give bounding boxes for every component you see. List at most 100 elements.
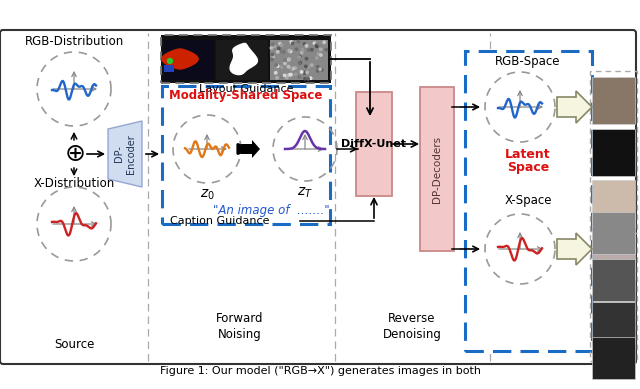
Circle shape: [281, 50, 283, 53]
Circle shape: [273, 45, 275, 47]
Text: RGB-Distribution: RGB-Distribution: [24, 35, 124, 48]
Circle shape: [319, 68, 321, 70]
Circle shape: [299, 55, 301, 58]
Text: Figure 1: Our model ("RGB→X") generates images in both: Figure 1: Our model ("RGB→X") generates …: [159, 366, 481, 376]
Circle shape: [304, 71, 306, 74]
Circle shape: [304, 77, 306, 80]
Circle shape: [276, 51, 279, 53]
Circle shape: [316, 70, 319, 72]
FancyBboxPatch shape: [164, 65, 174, 72]
Polygon shape: [230, 44, 257, 75]
Circle shape: [278, 47, 280, 50]
Circle shape: [168, 58, 173, 63]
FancyBboxPatch shape: [162, 86, 330, 224]
Circle shape: [291, 42, 293, 44]
Circle shape: [287, 58, 290, 61]
Circle shape: [280, 66, 282, 68]
FancyBboxPatch shape: [592, 337, 635, 379]
FancyBboxPatch shape: [0, 30, 636, 364]
Text: $\oplus$: $\oplus$: [63, 142, 84, 166]
Circle shape: [305, 65, 307, 68]
FancyBboxPatch shape: [592, 232, 635, 279]
Text: X-Space: X-Space: [504, 194, 552, 207]
Circle shape: [300, 71, 303, 73]
Circle shape: [310, 64, 313, 66]
Circle shape: [301, 51, 303, 54]
Circle shape: [295, 48, 298, 50]
FancyBboxPatch shape: [161, 35, 331, 83]
Circle shape: [271, 58, 273, 61]
Circle shape: [284, 59, 286, 61]
Text: "An image of  …….": "An image of …….": [213, 204, 330, 217]
Circle shape: [325, 49, 328, 51]
Circle shape: [299, 61, 301, 64]
Circle shape: [289, 50, 292, 53]
Circle shape: [276, 77, 278, 79]
Circle shape: [280, 44, 283, 46]
Circle shape: [298, 62, 301, 64]
Text: Caption Guidance: Caption Guidance: [170, 216, 269, 226]
Text: X-Distribution: X-Distribution: [33, 177, 115, 190]
Circle shape: [305, 45, 308, 47]
Polygon shape: [241, 140, 260, 158]
Circle shape: [297, 40, 300, 43]
Text: Latent: Latent: [505, 147, 551, 161]
Circle shape: [319, 48, 322, 51]
Circle shape: [320, 54, 323, 56]
Circle shape: [284, 74, 285, 77]
Circle shape: [320, 54, 322, 56]
Circle shape: [313, 42, 316, 44]
FancyBboxPatch shape: [164, 40, 214, 80]
Circle shape: [290, 67, 292, 70]
Polygon shape: [557, 91, 592, 123]
FancyBboxPatch shape: [592, 180, 635, 227]
Circle shape: [323, 41, 325, 44]
Circle shape: [276, 69, 278, 72]
Circle shape: [315, 44, 317, 46]
Text: Forward
Noising: Forward Noising: [216, 312, 264, 341]
FancyBboxPatch shape: [592, 212, 635, 254]
Text: DiffX-Unet: DiffX-Unet: [342, 139, 406, 149]
Circle shape: [292, 67, 294, 70]
Polygon shape: [108, 121, 142, 187]
Circle shape: [316, 57, 318, 59]
Polygon shape: [162, 49, 198, 69]
FancyBboxPatch shape: [592, 302, 635, 344]
Circle shape: [287, 74, 289, 77]
Polygon shape: [557, 233, 592, 265]
Circle shape: [307, 66, 309, 68]
FancyBboxPatch shape: [216, 40, 268, 80]
Circle shape: [281, 76, 283, 79]
Circle shape: [272, 43, 274, 46]
Circle shape: [294, 73, 297, 75]
Circle shape: [306, 71, 308, 74]
Circle shape: [272, 55, 275, 58]
Circle shape: [285, 76, 288, 79]
FancyBboxPatch shape: [592, 259, 635, 301]
Text: $z_0$: $z_0$: [200, 188, 214, 202]
Circle shape: [310, 49, 313, 51]
Text: $z_T$: $z_T$: [297, 186, 313, 200]
FancyBboxPatch shape: [592, 77, 635, 124]
Circle shape: [275, 64, 278, 66]
Circle shape: [289, 74, 291, 76]
Circle shape: [303, 72, 306, 74]
Circle shape: [283, 75, 285, 77]
Text: RGB-Space: RGB-Space: [495, 55, 561, 68]
Circle shape: [307, 78, 309, 80]
FancyBboxPatch shape: [465, 51, 592, 351]
Circle shape: [270, 47, 273, 49]
Text: DP-Decoders: DP-Decoders: [432, 135, 442, 203]
FancyBboxPatch shape: [356, 92, 392, 196]
Circle shape: [305, 44, 308, 47]
Circle shape: [310, 77, 312, 79]
Text: Space: Space: [507, 161, 549, 173]
Circle shape: [291, 42, 294, 45]
FancyBboxPatch shape: [420, 87, 454, 251]
Circle shape: [287, 65, 290, 68]
Circle shape: [288, 49, 291, 52]
Circle shape: [298, 56, 300, 58]
Circle shape: [288, 58, 291, 60]
Text: DP-
Encoder: DP- Encoder: [114, 134, 136, 174]
Circle shape: [275, 72, 277, 74]
